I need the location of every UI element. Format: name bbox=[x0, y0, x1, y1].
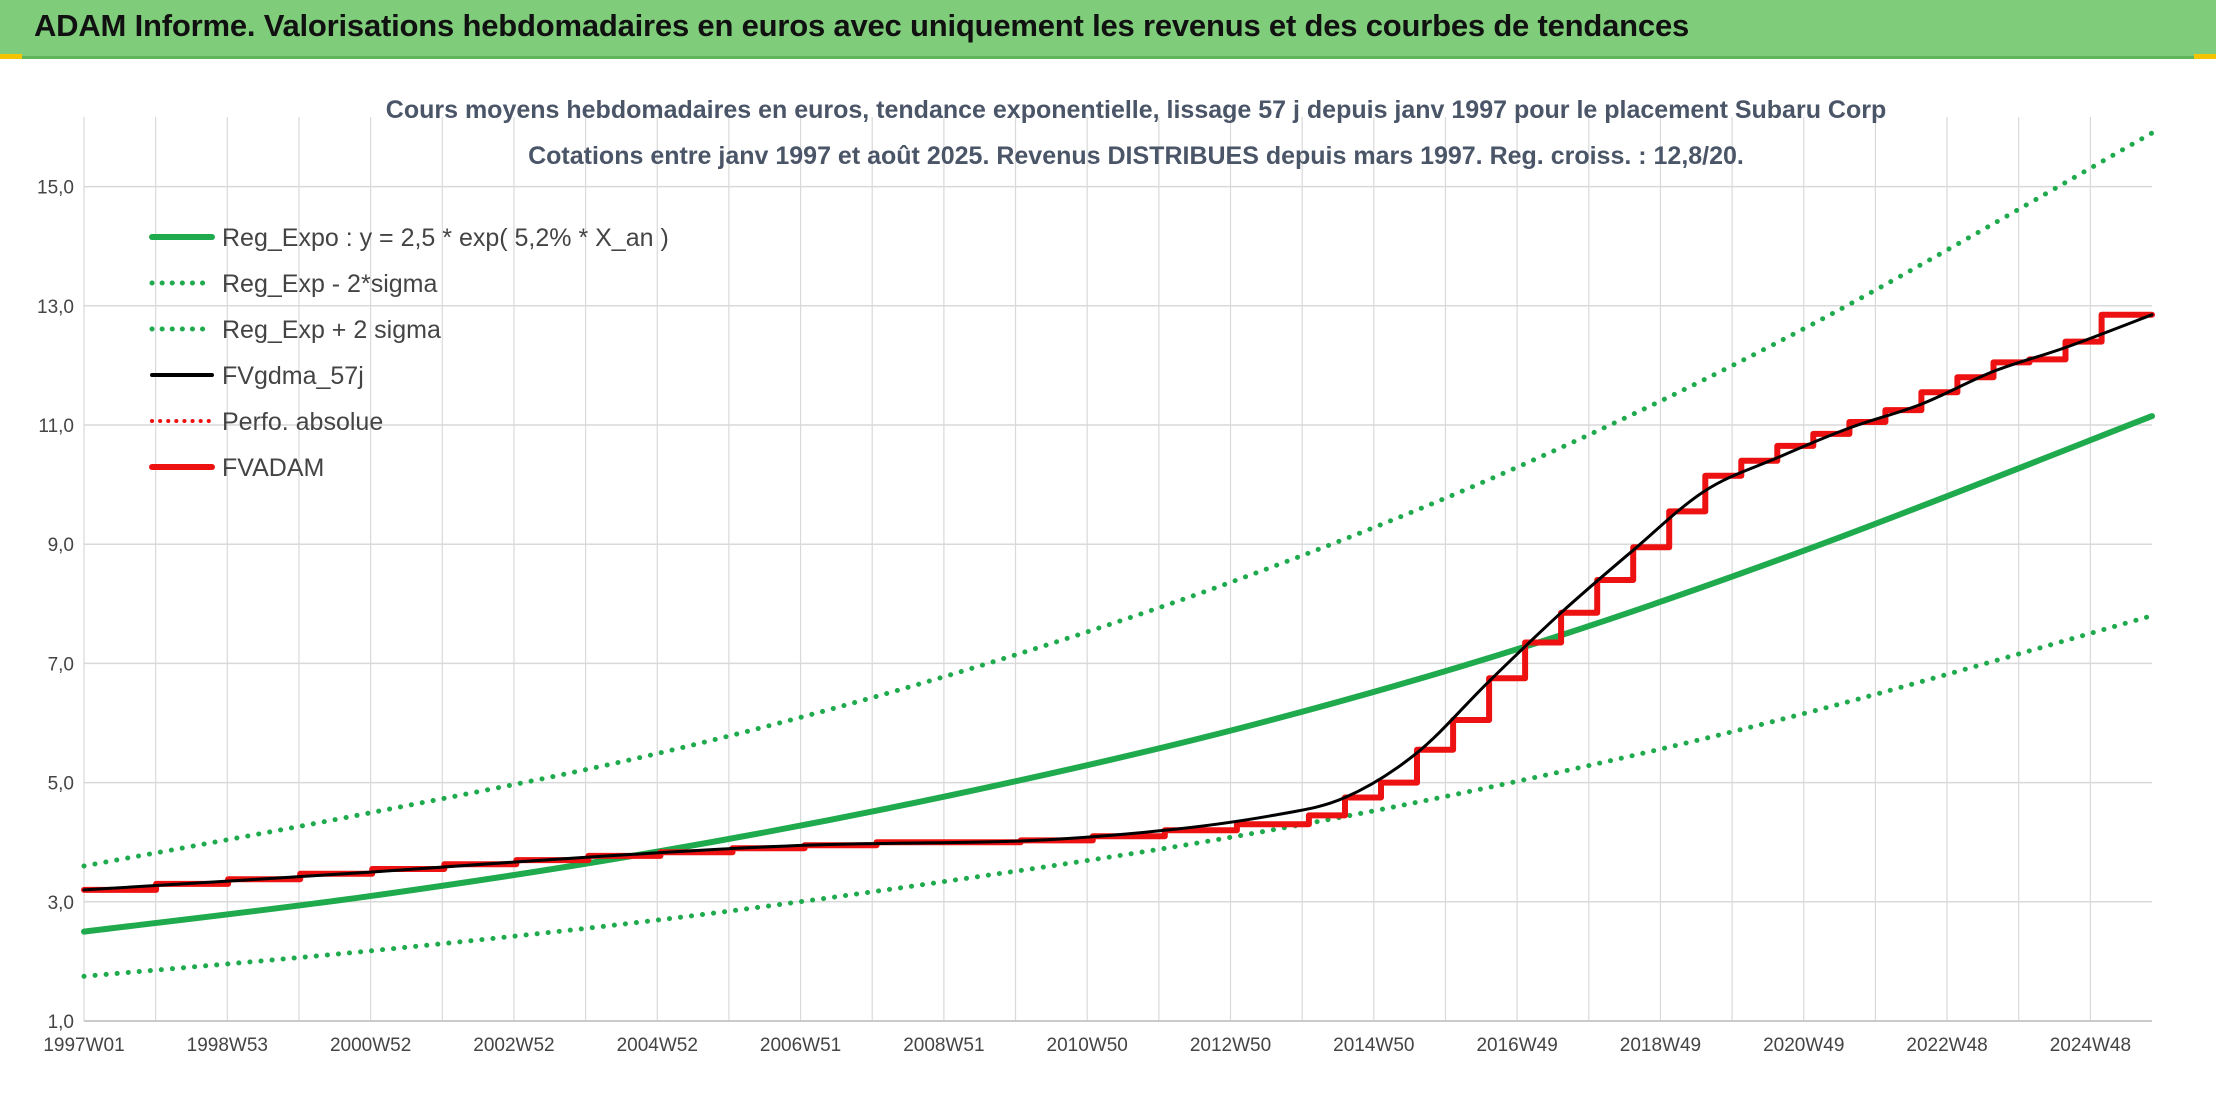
x-tick-label: 2018W49 bbox=[1620, 1035, 1701, 1056]
corner-marker-left bbox=[0, 54, 22, 62]
x-axis-ticks: 1997W01 1998W53 2000W52 2002W52 2004W52 2006W… bbox=[43, 1035, 2131, 1056]
report-header: ADAM Informe. Valorisations hebdomadaire… bbox=[0, 0, 2216, 59]
x-tick-label: 2002W52 bbox=[473, 1035, 554, 1056]
series-lines bbox=[81, 130, 2155, 979]
legend-label: Reg_Expo : y = 2,5 * exp( 5,2% * X_an ) bbox=[222, 224, 669, 252]
x-tick-label: 2010W50 bbox=[1047, 1035, 1128, 1056]
corner-marker-right bbox=[2194, 54, 2216, 62]
chart-title: Cours moyens hebdomadaires en euros, ten… bbox=[386, 96, 1886, 124]
x-tick-label: 2000W52 bbox=[330, 1035, 411, 1056]
x-tick-label: 2024W48 bbox=[2050, 1035, 2131, 1056]
x-tick-label: 2016W49 bbox=[1476, 1035, 1557, 1056]
reg-exp-minus-2sigma-line bbox=[81, 613, 2155, 979]
y-tick-label: 5,0 bbox=[48, 774, 74, 795]
y-tick-label: 11,0 bbox=[38, 416, 74, 437]
x-tick-label: 2020W49 bbox=[1763, 1035, 1844, 1056]
x-tick-label: 2014W50 bbox=[1333, 1035, 1414, 1056]
x-tick-label: 2004W52 bbox=[617, 1035, 698, 1056]
fvadam-line bbox=[81, 311, 2155, 893]
x-tick-label: 2012W50 bbox=[1190, 1035, 1271, 1056]
chart-subtitle: Cotations entre janv 1997 et août 2025. … bbox=[528, 142, 1744, 170]
legend-label: Reg_Exp + 2 sigma bbox=[222, 316, 441, 344]
legend-label: Reg_Exp - 2*sigma bbox=[222, 270, 437, 298]
legend-label: FVgdma_57j bbox=[222, 362, 364, 390]
x-tick-label: 1997W01 bbox=[43, 1035, 124, 1056]
y-tick-label: 7,0 bbox=[48, 654, 74, 675]
chart-area: Cours moyens hebdomadaires en euros, ten… bbox=[0, 59, 2216, 1106]
reg-expo-line bbox=[81, 413, 2155, 935]
x-tick-label: 2022W48 bbox=[1906, 1035, 1987, 1056]
y-axis-ticks: 1,0 3,0 5,0 7,0 9,0 11,0 13,0 15,0 bbox=[37, 178, 74, 1033]
legend: Reg_Expo : y = 2,5 * exp( 5,2% * X_an ) R… bbox=[149, 224, 669, 482]
chart-svg: Cours moyens hebdomadaires en euros, ten… bbox=[37, 96, 2155, 1056]
legend-label: FVADAM bbox=[222, 454, 324, 482]
y-tick-label: 3,0 bbox=[48, 893, 74, 914]
y-tick-label: 9,0 bbox=[48, 535, 74, 556]
grid-lines bbox=[83, 117, 2152, 1022]
y-tick-label: 1,0 bbox=[48, 1012, 74, 1033]
x-tick-label: 2008W51 bbox=[903, 1035, 984, 1056]
y-tick-label: 13,0 bbox=[37, 297, 74, 318]
legend-label: Perfo. absolue bbox=[222, 408, 383, 436]
reg-exp-plus-2sigma-line bbox=[81, 130, 2155, 869]
x-tick-label: 2006W51 bbox=[760, 1035, 841, 1056]
y-tick-label: 15,0 bbox=[37, 178, 74, 199]
report-title: ADAM Informe. Valorisations hebdomadaire… bbox=[34, 8, 1690, 43]
x-tick-label: 1998W53 bbox=[187, 1035, 268, 1056]
fvgdma-57j-line bbox=[82, 313, 2154, 892]
